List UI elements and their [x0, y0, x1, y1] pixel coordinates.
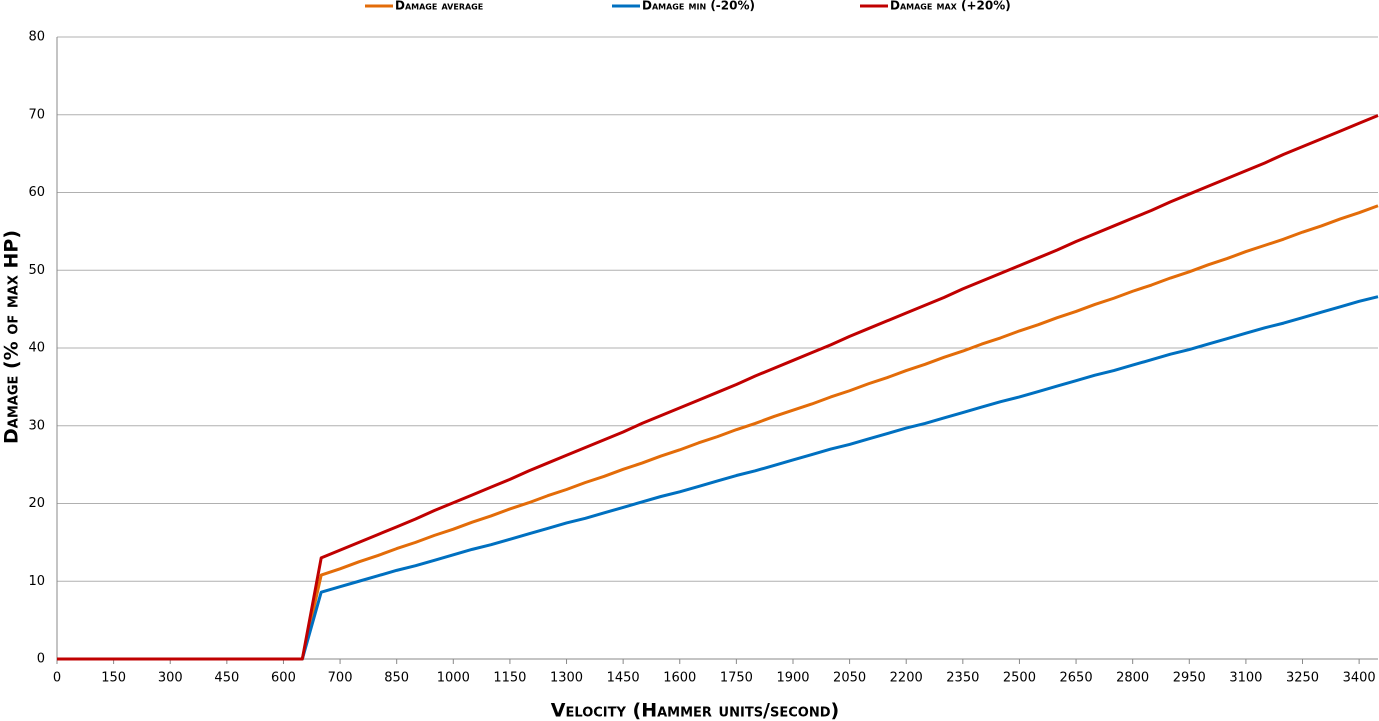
x-tick-label: 3250 [1286, 671, 1319, 686]
y-tick-label: 80 [28, 30, 45, 45]
y-tick-label: 0 [37, 652, 45, 667]
y-tick-label: 30 [28, 418, 45, 433]
x-tick-label: 2950 [1173, 671, 1206, 686]
x-tick-label: 2200 [890, 671, 923, 686]
y-tick-label: 60 [28, 185, 45, 200]
series-line [57, 295, 1379, 661]
y-tick-label: 20 [28, 496, 45, 511]
x-tick-label: 1300 [550, 671, 583, 686]
x-axis-title: Velocity (Hammer units/second) [551, 700, 839, 721]
x-tick-label: 3400 [1343, 671, 1376, 686]
x-tick-label: 600 [271, 671, 296, 686]
x-tick-label: 1750 [720, 671, 753, 686]
y-tick-label: 10 [28, 574, 45, 589]
x-tick-label: 300 [158, 671, 183, 686]
x-tick-label: 1600 [663, 671, 696, 686]
series-line [57, 114, 1379, 661]
y-tick-label: 40 [28, 341, 45, 356]
x-tick-label: 2050 [833, 671, 866, 686]
legend-label: Damage max (+20%) [890, 0, 1011, 13]
x-tick-label: 1900 [776, 671, 809, 686]
legend-label: Damage average [395, 0, 483, 13]
x-tick-label: 3100 [1229, 671, 1262, 686]
x-tick-label: 2650 [1060, 671, 1093, 686]
y-tick-label: 50 [28, 263, 45, 278]
x-tick-label: 1150 [493, 671, 526, 686]
x-tick-label: 2800 [1116, 671, 1149, 686]
legend-label: Damage min (-20%) [642, 0, 755, 13]
x-tick-label: 700 [328, 671, 353, 686]
x-tick-label: 1450 [607, 671, 640, 686]
x-tick-label: 450 [214, 671, 239, 686]
x-tick-label: 850 [384, 671, 409, 686]
y-axis-title: Damage (% of max HP) [1, 230, 23, 444]
x-tick-label: 150 [101, 671, 126, 686]
x-tick-label: 1000 [437, 671, 470, 686]
y-tick-label: 70 [28, 107, 45, 122]
x-tick-label: 2350 [946, 671, 979, 686]
series-line [57, 204, 1379, 661]
x-tick-label: 2500 [1003, 671, 1036, 686]
x-tick-label: 0 [53, 671, 61, 686]
